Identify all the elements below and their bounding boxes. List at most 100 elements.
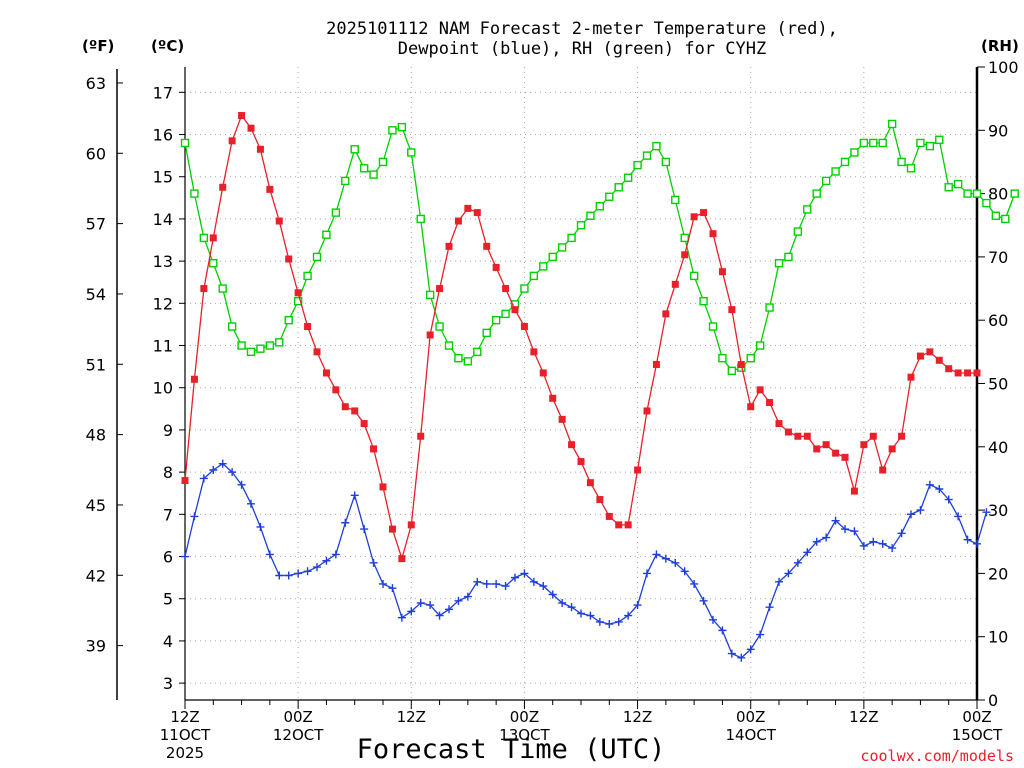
temperature-point <box>379 483 387 491</box>
dewpoint-point <box>737 653 746 662</box>
temperature-point <box>322 369 330 377</box>
rh-point <box>482 328 491 338</box>
rh-point <box>246 347 256 357</box>
rh-point <box>727 366 737 376</box>
x-axis-title: Forecast Time (UTC) <box>357 734 666 765</box>
temperature-point <box>464 204 472 212</box>
temperature-point <box>238 112 246 120</box>
credit-link[interactable]: coolwx.com/models <box>860 747 1014 765</box>
dewpoint-point <box>397 613 406 622</box>
temperature-point <box>454 217 462 225</box>
temperature-point <box>652 361 660 369</box>
temperature-point <box>728 306 736 314</box>
rh-point <box>963 189 972 198</box>
rh-point <box>567 233 576 243</box>
rh-point <box>444 341 454 350</box>
temperature-point <box>304 323 312 331</box>
dewpoint-point <box>586 611 595 620</box>
celsius-tick-label: 4 <box>163 632 173 651</box>
x-tick-label: 00Z <box>736 708 765 726</box>
rh-point <box>303 271 312 281</box>
temperature-point <box>341 403 349 411</box>
rh-point <box>869 138 878 148</box>
x-tick-label: 13OCT <box>499 726 550 744</box>
rh-point <box>548 252 557 262</box>
temperature-point <box>219 183 227 191</box>
x-tick-label: 15OCT <box>952 726 1003 744</box>
rh-point <box>831 167 840 176</box>
temperature-point <box>388 525 396 533</box>
rh-point <box>661 157 671 167</box>
rh-point <box>322 230 331 239</box>
dewpoint-point <box>605 620 614 629</box>
dewpoint-point <box>322 556 331 565</box>
temperature-point <box>247 124 255 132</box>
rh-point <box>850 148 859 157</box>
temperature-point <box>483 242 491 250</box>
temperature-point <box>275 217 283 225</box>
temperature-point <box>228 137 236 145</box>
rh-point <box>925 141 935 151</box>
rh-point <box>388 126 397 135</box>
temperature-point <box>681 251 689 259</box>
fahrenheit-tick-label: 39 <box>86 637 106 656</box>
dewpoint-point <box>775 577 783 586</box>
temperature-point <box>709 230 717 238</box>
x-tick-label: 11OCT <box>160 726 211 744</box>
celsius-tick-label: 13 <box>153 252 173 271</box>
temperature-point <box>445 242 453 250</box>
temperature-point <box>662 310 670 318</box>
temperature-point <box>407 521 415 529</box>
rh-series <box>180 119 1019 376</box>
fahrenheit-tick-label: 48 <box>86 426 106 445</box>
rh-point <box>435 322 444 331</box>
temperature-point <box>502 285 510 293</box>
celsius-tick-label: 8 <box>163 463 173 482</box>
rh-point <box>284 316 293 325</box>
temperature-point <box>888 445 896 453</box>
rh-point <box>623 173 633 182</box>
dewpoint-point <box>812 537 821 546</box>
rh-point <box>293 297 303 306</box>
dewpoint-point <box>218 459 227 468</box>
temperature-point <box>549 394 557 402</box>
rh-point <box>463 357 473 366</box>
temperature-point <box>200 285 208 293</box>
dewpoint-point <box>529 577 538 586</box>
dewpoint-point <box>181 552 189 561</box>
temperature-point <box>285 255 293 263</box>
celsius-tick-label: 9 <box>163 421 173 440</box>
dewpoint-point <box>256 522 265 531</box>
rh-point <box>190 189 199 198</box>
rh-point <box>916 138 925 148</box>
temperature-point <box>294 289 302 297</box>
rh-point <box>642 151 652 160</box>
x-tick-label: 00Z <box>962 708 991 726</box>
rh-point <box>369 170 378 179</box>
rh-point <box>840 157 850 167</box>
rh-point <box>803 205 812 214</box>
dewpoint-point <box>199 474 208 483</box>
dewpoint-point <box>935 485 944 493</box>
dewpoint-point <box>284 571 293 580</box>
dewpoint-point <box>303 567 312 576</box>
dewpoint-point <box>577 609 585 618</box>
tick-labels: 3456789101112131415161739424548515457606… <box>86 58 1019 762</box>
temperature-point <box>360 420 368 428</box>
temperature-point <box>568 441 576 449</box>
rh-point <box>1010 189 1019 198</box>
temperature-point <box>756 386 764 394</box>
dewpoint-point <box>699 596 708 605</box>
dewpoint-point <box>350 491 359 500</box>
rh-point <box>906 164 916 173</box>
dewpoint-point <box>614 617 623 626</box>
dewpoint-point <box>954 512 963 521</box>
celsius-tick-label: 6 <box>163 548 173 567</box>
dewpoint-point <box>416 598 425 607</box>
temperature-point <box>624 521 632 529</box>
dewpoint-point <box>369 558 378 567</box>
rh-point <box>1001 214 1010 224</box>
dewpoint-point <box>501 582 510 591</box>
dewpoint-point <box>492 579 501 588</box>
